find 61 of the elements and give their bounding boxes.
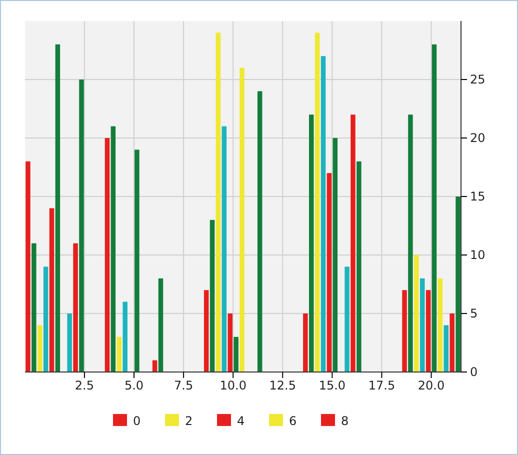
bar (350, 114, 356, 372)
x-tick-label: 20.0 (418, 378, 445, 393)
legend-label: 0 (133, 414, 141, 428)
bar (110, 126, 116, 372)
legend-label: 6 (289, 414, 297, 428)
legend-label: 8 (341, 414, 349, 428)
bar (55, 44, 60, 372)
bar (216, 32, 221, 372)
x-tick-label: 7.5 (174, 378, 194, 393)
bar (234, 336, 238, 372)
bar (73, 243, 78, 372)
bar (26, 161, 30, 372)
bar (450, 314, 454, 372)
y-tick-label: 10 (470, 248, 486, 262)
bar (426, 290, 431, 372)
bar (37, 325, 42, 372)
y-tick-label: 0 (470, 364, 478, 379)
bar (204, 290, 209, 372)
bar (308, 114, 314, 372)
bar (420, 278, 425, 372)
bar (210, 220, 215, 372)
bar (303, 314, 308, 372)
bar (32, 243, 36, 372)
bar (432, 44, 437, 372)
y-tick-label: 25 (470, 72, 486, 86)
bar (49, 208, 54, 372)
bar (444, 325, 449, 372)
x-tick-label: 2.5 (74, 378, 94, 393)
bar (240, 68, 244, 372)
x-tick-label: 10.0 (220, 378, 246, 393)
bar (122, 302, 128, 372)
y-tick-label: 5 (470, 306, 478, 320)
bar (414, 255, 419, 372)
y-tick-label: 20 (470, 130, 486, 145)
x-tick-label: 17.5 (368, 378, 396, 393)
bar (456, 196, 460, 372)
x-tick-label: 5.0 (124, 378, 144, 393)
bar (314, 32, 320, 372)
bar (356, 161, 362, 372)
bar (257, 91, 262, 372)
bar (332, 138, 338, 372)
bar (438, 278, 443, 372)
bar (67, 314, 72, 372)
bar (222, 126, 227, 372)
x-tick-label: 15.0 (318, 378, 346, 393)
bar (326, 173, 332, 372)
bar (228, 314, 232, 372)
bar (104, 138, 110, 372)
bar (116, 336, 122, 372)
y-tick-label: 15 (470, 189, 486, 204)
x-tick-label: 12.5 (269, 378, 296, 393)
bar (402, 290, 407, 372)
bar (320, 56, 326, 372)
bar (344, 266, 350, 372)
bar (134, 150, 140, 372)
bar (408, 114, 413, 372)
legend-label: 2 (185, 414, 193, 428)
bar (158, 278, 164, 372)
bar (43, 266, 48, 372)
bar (79, 80, 84, 372)
legend-label: 4 (237, 414, 245, 428)
